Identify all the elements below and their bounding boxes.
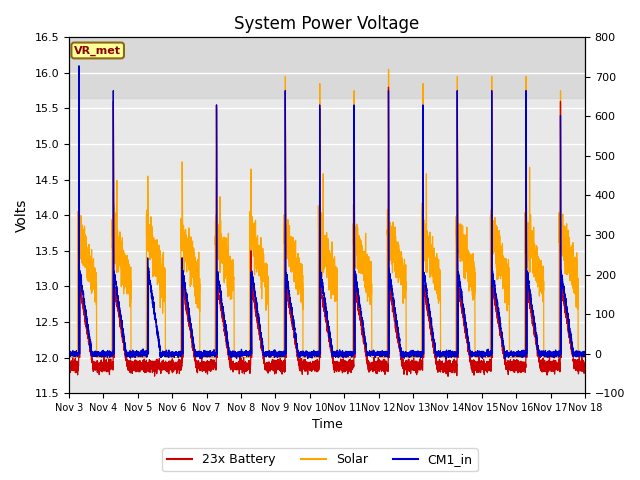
Solar — [559, 236, 567, 242]
Bar — [69, 37, 585, 98]
Line: 23x Battery: 23x Battery — [69, 87, 585, 376]
Solar — [241, 355, 248, 360]
Solar — [581, 355, 589, 360]
Legend: 23x Battery, Solar, CM1_in: 23x Battery, Solar, CM1_in — [163, 448, 477, 471]
CM1_in — [581, 351, 589, 357]
Solar — [553, 355, 561, 360]
CM1_in — [457, 288, 465, 293]
CM1_in — [241, 349, 248, 355]
Solar — [442, 355, 450, 360]
Text: VR_met: VR_met — [74, 45, 121, 56]
23x Battery — [581, 361, 589, 367]
CM1_in — [309, 352, 317, 358]
23x Battery — [385, 84, 392, 90]
23x Battery — [559, 296, 567, 302]
CM1_in — [65, 351, 73, 357]
Solar — [65, 355, 73, 360]
Line: CM1_in: CM1_in — [69, 66, 585, 359]
23x Battery — [442, 371, 450, 377]
Line: Solar: Solar — [69, 69, 585, 358]
CM1_in — [559, 283, 567, 289]
23x Battery — [65, 359, 73, 365]
Y-axis label: Volts: Volts — [15, 199, 29, 232]
CM1_in — [75, 63, 83, 69]
Solar — [457, 234, 465, 240]
Title: System Power Voltage: System Power Voltage — [234, 15, 420, 33]
23x Battery — [444, 373, 452, 379]
CM1_in — [442, 350, 450, 356]
23x Battery — [553, 364, 561, 370]
Solar — [309, 355, 317, 360]
23x Battery — [309, 360, 317, 366]
CM1_in — [501, 356, 509, 362]
23x Battery — [241, 361, 248, 367]
X-axis label: Time: Time — [312, 419, 342, 432]
23x Battery — [457, 298, 465, 303]
Solar — [385, 66, 392, 72]
CM1_in — [553, 349, 561, 355]
